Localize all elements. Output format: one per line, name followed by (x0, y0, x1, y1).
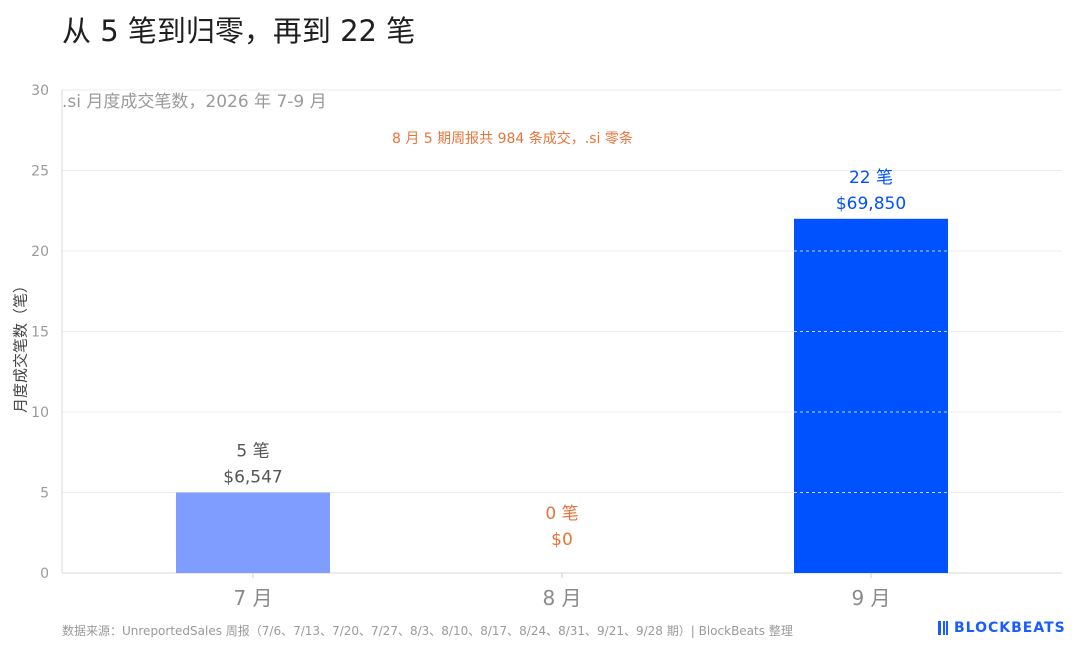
x-tick-label: 8 月 (542, 586, 581, 610)
data-label: 5 笔 (236, 442, 269, 462)
y-tick-label: 15 (31, 325, 49, 341)
chart-subtitle: .si 月度成交笔数，2026 年 7-9 月 (62, 92, 327, 112)
brand-name: BLOCKBEATS (954, 620, 1066, 636)
data-label: $69,850 (836, 194, 906, 214)
data-label: 0 笔 (545, 504, 578, 524)
y-tick-label: 10 (31, 405, 49, 421)
y-tick-label: 20 (31, 244, 49, 260)
source-note: 数据来源：UnreportedSales 周报（7/6、7/13、7/20、7/… (62, 624, 793, 638)
chart-annotation: 8 月 5 期周报共 984 条成交，.si 零条 (392, 131, 633, 147)
y-tick-label: 5 (40, 486, 49, 502)
x-tick-label: 9 月 (851, 586, 890, 610)
brand-logo: BLOCKBEATS (938, 620, 1066, 636)
brand-icon (938, 621, 950, 635)
data-label: $6,547 (223, 468, 282, 488)
data-label: $0 (551, 530, 573, 550)
y-tick-label: 25 (31, 164, 49, 180)
y-tick-label: 30 (31, 83, 49, 99)
x-tick-label: 7 月 (233, 586, 272, 610)
bar (794, 218, 948, 574)
data-label: 22 笔 (849, 168, 893, 188)
y-tick-label: 0 (40, 566, 49, 582)
bar (176, 492, 330, 573)
chart-title: 从 5 笔到归零，再到 22 笔 (62, 14, 416, 48)
